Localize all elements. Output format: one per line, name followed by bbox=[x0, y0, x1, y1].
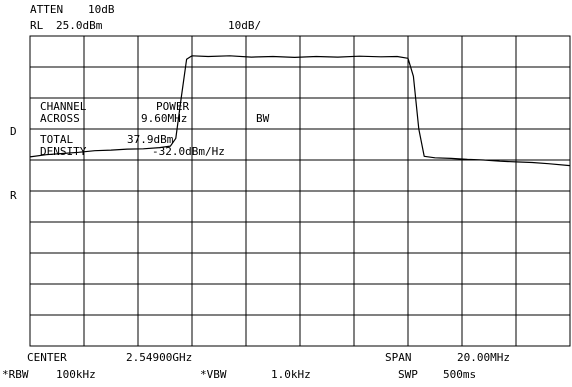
vbw-label: *VBW bbox=[200, 368, 227, 381]
sweep-label: SWP bbox=[398, 368, 418, 381]
total-power-value: 37.9dBm bbox=[127, 133, 174, 146]
rbw-value: 100kHz bbox=[56, 368, 96, 381]
rbw-label: *RBW bbox=[2, 368, 29, 381]
vbw-value: 1.0kHz bbox=[271, 368, 311, 381]
spectrum-trace bbox=[29, 55, 571, 167]
ref-level-value: 25.0dBm bbox=[56, 19, 103, 32]
power-label: POWER bbox=[156, 100, 190, 113]
atten-value: 10dB bbox=[88, 3, 115, 16]
center-frequency-value: 2.54900GHz bbox=[126, 351, 193, 364]
reference-marker-r: R bbox=[10, 189, 17, 202]
sweep-time-value: 500ms bbox=[443, 368, 477, 381]
channel-bandwidth-value: 9.60MHz bbox=[141, 112, 188, 125]
power-density-value: -32.0dBm/Hz bbox=[152, 145, 225, 158]
span-value: 20.00MHz bbox=[457, 351, 510, 364]
across-label: ACROSS bbox=[40, 112, 80, 125]
atten-label: ATTEN bbox=[30, 3, 64, 16]
scale-per-division: 10dB/ bbox=[228, 19, 262, 32]
detector-marker-d: D bbox=[10, 125, 17, 138]
density-label: DENSITY bbox=[40, 145, 87, 158]
total-label: TOTAL bbox=[40, 133, 74, 146]
channel-label: CHANNEL bbox=[40, 100, 87, 113]
span-label: SPAN bbox=[385, 351, 412, 364]
ref-level-label: RL bbox=[30, 19, 44, 32]
center-label: CENTER bbox=[27, 351, 67, 364]
bw-label: BW bbox=[256, 112, 270, 125]
